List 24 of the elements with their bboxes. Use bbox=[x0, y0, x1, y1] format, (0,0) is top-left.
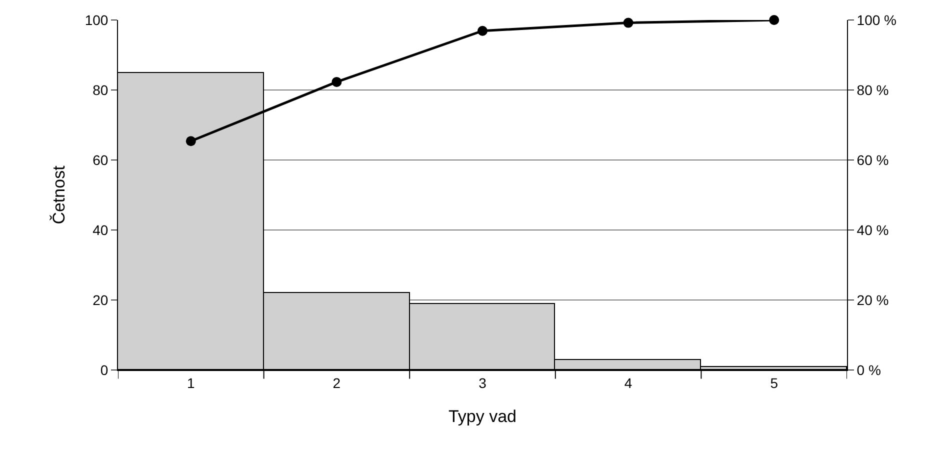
y-tick-label: 100 bbox=[84, 12, 108, 28]
y-tick-label: 80 bbox=[92, 82, 108, 98]
y2-tick-label: 40 % bbox=[856, 222, 889, 238]
y-tick-label: 20 bbox=[92, 292, 108, 308]
y-tick-label: 40 bbox=[92, 222, 108, 238]
x-axis-title: Typy vad bbox=[448, 407, 517, 426]
x-tick-label: 2 bbox=[332, 374, 341, 391]
y-tick-label: 60 bbox=[92, 152, 108, 168]
x-tick-label: 5 bbox=[770, 374, 778, 391]
y2-tick-label: 80 % bbox=[856, 82, 889, 98]
x-tick-label: 4 bbox=[624, 374, 632, 391]
y2-tick-label: 60 % bbox=[856, 152, 889, 168]
point bbox=[186, 136, 196, 146]
x-tick-label: 3 bbox=[478, 374, 487, 391]
point bbox=[769, 15, 780, 25]
y2-tick-label: 100 % bbox=[856, 12, 897, 28]
x-tick-label: 1 bbox=[187, 374, 195, 391]
y2-tick-label: 20 % bbox=[856, 292, 889, 308]
point bbox=[478, 26, 488, 36]
point bbox=[332, 76, 342, 87]
point bbox=[623, 18, 634, 28]
y-axis-title: Četnost bbox=[49, 165, 68, 224]
y-tick-label: 0 bbox=[100, 362, 108, 378]
y2-tick-label: 0 % bbox=[856, 362, 881, 378]
